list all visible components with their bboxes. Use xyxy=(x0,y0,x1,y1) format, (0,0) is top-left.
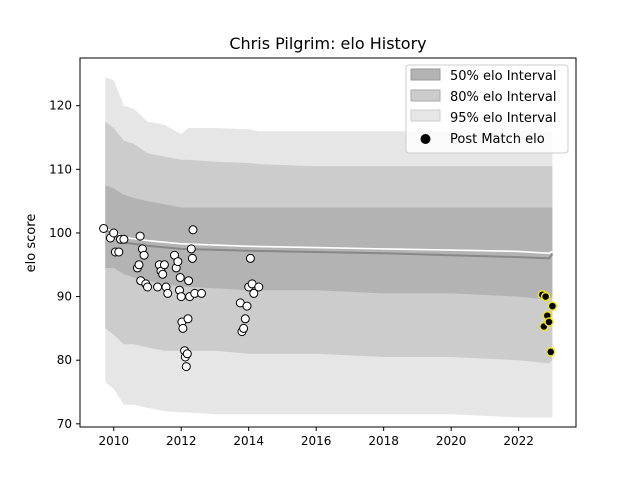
post-match-point xyxy=(143,282,152,292)
legend-frame xyxy=(405,64,569,154)
y-tick-label: 90 xyxy=(57,290,72,304)
post-match-point xyxy=(182,349,192,359)
post-match-point xyxy=(254,282,264,292)
post-match-point xyxy=(249,288,259,298)
plot-area xyxy=(99,77,558,418)
post-match-point xyxy=(158,269,168,279)
post-match-point xyxy=(114,247,124,257)
x-tick-label: 2016 xyxy=(301,434,332,448)
y-tick-label: 70 xyxy=(57,417,72,431)
legend-swatch-80 xyxy=(410,89,441,102)
legend-swatch-50 xyxy=(410,68,441,81)
post-match-point xyxy=(159,260,169,270)
legend: 50% elo Interval 80% elo Interval 95% el… xyxy=(405,64,569,154)
axes-frame xyxy=(79,57,577,428)
post-match-point xyxy=(245,253,255,263)
x-tick-label: 2018 xyxy=(368,434,399,448)
post-match-point xyxy=(173,257,183,267)
y-axis-label: elo score xyxy=(24,214,39,273)
recent-post-match-point xyxy=(547,301,558,311)
x-tick-label: 2012 xyxy=(166,434,197,448)
legend-label-95: 95% elo Interval xyxy=(450,111,557,126)
post-match-point xyxy=(181,362,191,372)
y-tick-label: 110 xyxy=(49,162,72,176)
recent-post-match-point xyxy=(545,347,556,357)
post-match-point xyxy=(242,301,252,311)
post-match-point xyxy=(186,244,196,254)
post-match-point xyxy=(240,314,250,324)
post-match-point xyxy=(187,253,197,263)
post-match-point xyxy=(176,292,186,302)
x-tick-label: 2010 xyxy=(98,434,129,448)
chart-title: Chris Pilgrim: elo History xyxy=(229,34,426,53)
y-tick-label: 120 xyxy=(49,99,72,113)
recent-post-match-point xyxy=(544,317,554,327)
x-tick-label: 2020 xyxy=(436,434,467,448)
legend-marker-post-match xyxy=(420,134,431,144)
y-axis-ticks: 70 80 90 100 110 120 xyxy=(49,99,80,431)
x-axis-ticks: 2010 2012 2014 2016 2018 2020 2022 xyxy=(98,427,534,448)
post-match-point xyxy=(163,288,173,298)
post-match-point xyxy=(197,288,206,298)
recent-post-match-points xyxy=(537,289,558,357)
x-tick-label: 2014 xyxy=(233,434,264,448)
legend-swatch-95 xyxy=(410,109,441,122)
post-match-point xyxy=(175,273,185,282)
x-tick-label: 2022 xyxy=(503,434,534,448)
post-match-point xyxy=(134,260,144,270)
post-match-point xyxy=(184,276,194,286)
post-match-point xyxy=(178,323,188,333)
recent-post-match-point xyxy=(540,291,551,302)
post-match-points xyxy=(99,224,264,372)
post-match-point xyxy=(153,282,163,292)
post-match-point xyxy=(135,231,145,241)
post-match-point xyxy=(119,234,129,244)
legend-label-post-match: Post Match elo xyxy=(450,132,545,147)
post-match-point xyxy=(239,323,249,333)
post-match-point xyxy=(109,228,119,238)
y-tick-label: 100 xyxy=(49,226,72,240)
legend-label-80: 80% elo Interval xyxy=(450,90,557,105)
post-match-point xyxy=(183,314,193,324)
post-match-point xyxy=(188,225,198,235)
y-tick-label: 80 xyxy=(57,353,72,367)
post-match-point xyxy=(139,250,149,260)
interval-50-band xyxy=(105,185,553,300)
post-match-point xyxy=(99,224,109,233)
legend-label-50: 50% elo Interval xyxy=(450,69,557,84)
